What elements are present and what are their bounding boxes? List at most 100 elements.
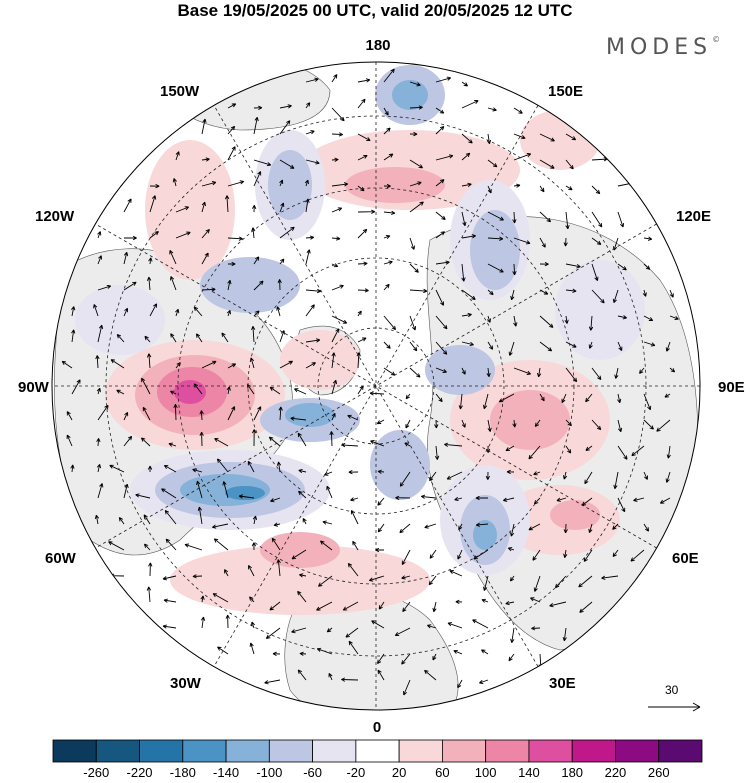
- wind-vector: [331, 352, 336, 369]
- wind-vector: [124, 235, 137, 241]
- wind-vector: [563, 549, 568, 558]
- wind-vector: [461, 182, 472, 187]
- wind-vector: [664, 393, 671, 398]
- wind-vectors: [61, 68, 679, 696]
- wind-vector: [291, 549, 307, 560]
- wind-vector: [149, 183, 160, 189]
- colorbar-swatch: [485, 739, 530, 763]
- wind-vector: [591, 211, 603, 228]
- wind-vector: [455, 599, 463, 604]
- wind-vector: [172, 178, 177, 187]
- lon-label-150e: 150E: [548, 83, 583, 100]
- wind-vector: [97, 231, 102, 239]
- wind-vector: [424, 523, 437, 529]
- wind-vector: [483, 575, 489, 591]
- wind-vector: [297, 432, 307, 447]
- colorbar-swatch: [52, 739, 97, 763]
- colorbar-tick-label: -60: [303, 765, 322, 780]
- wind-vector: [643, 236, 653, 241]
- wind-vector: [269, 386, 281, 395]
- colorbar-tick-label: 220: [604, 765, 627, 780]
- wind-vector: [578, 575, 593, 588]
- wind-vector: [512, 211, 517, 224]
- wind-vector: [302, 518, 307, 525]
- wind-vector: [331, 379, 338, 395]
- wind-vector: [357, 185, 365, 192]
- wind-vector: [147, 465, 153, 473]
- wind-vector: [253, 116, 259, 135]
- wind-vector: [149, 303, 158, 317]
- wind-vector: [175, 231, 191, 239]
- wind-vector: [146, 353, 152, 369]
- wind-vector: [435, 289, 444, 306]
- wind-vector: [434, 445, 440, 460]
- wind-vector: [350, 497, 359, 502]
- wind-vector: [348, 640, 359, 655]
- wind-vector: [617, 315, 627, 320]
- wind-vector: [224, 195, 230, 213]
- wind-vector: [588, 315, 594, 331]
- wind-vector: [297, 590, 307, 603]
- wind-vector: [512, 419, 517, 428]
- wind-vector: [617, 445, 628, 460]
- wind-vector: [70, 464, 75, 473]
- wind-vector: [630, 549, 645, 562]
- wind-vector: [435, 211, 446, 221]
- wind-vector: [530, 597, 541, 603]
- meridians: [52, 62, 700, 710]
- wind-vector: [291, 627, 307, 634]
- wind-vector: [71, 306, 76, 317]
- wind-vector: [279, 120, 291, 135]
- wind-vector: [565, 211, 570, 230]
- wind-vector: [253, 105, 263, 110]
- wind-vector: [279, 104, 292, 109]
- wind-vector: [633, 497, 645, 502]
- colorbar-tick-label: -220: [126, 765, 153, 780]
- wind-vector: [458, 393, 463, 410]
- wind-vector: [273, 522, 281, 527]
- wind-vector: [357, 133, 371, 142]
- wind-vector: [196, 480, 203, 499]
- wind-vector: [669, 315, 679, 321]
- wind-vector: [549, 601, 567, 608]
- wind-vector: [631, 445, 645, 457]
- wind-vector: [565, 288, 577, 293]
- wind-vector: [164, 509, 177, 525]
- wind-vector: [588, 341, 593, 349]
- wind-vector: [299, 651, 307, 656]
- wind-vector: [305, 288, 322, 294]
- wind-vector: [565, 133, 577, 141]
- wind-vector: [149, 231, 159, 239]
- wind-vector: [434, 419, 439, 429]
- wind-vector: [383, 68, 395, 83]
- modes-logo: MODES©: [606, 35, 721, 60]
- wind-vector: [669, 289, 674, 298]
- wind-vector: [279, 202, 285, 213]
- wind-vector: [487, 419, 492, 432]
- wind-vector: [357, 78, 371, 83]
- colorbar-swatch: [615, 739, 660, 763]
- wind-vector: [447, 622, 463, 629]
- wind-vector: [563, 523, 568, 534]
- wind-vector: [331, 412, 336, 421]
- wind-vector: [276, 306, 281, 317]
- wind-vector: [383, 127, 391, 135]
- wind-vector: [149, 195, 157, 213]
- wind-vector: [446, 471, 463, 480]
- wind-vector: [251, 325, 256, 343]
- wind-vector: [481, 649, 489, 655]
- wind-vector: [539, 315, 554, 328]
- wind-vector: [435, 367, 447, 373]
- wind-vector: [539, 261, 549, 267]
- wind-vector: [383, 341, 391, 349]
- wind-vector: [271, 537, 281, 551]
- wind-vector: [461, 289, 476, 300]
- wind-vector: [305, 77, 319, 83]
- colorbar-swatch: [139, 739, 184, 763]
- wind-vector: [509, 523, 515, 537]
- wind-vector: [279, 179, 284, 187]
- lon-label-60e: 60E: [672, 550, 699, 567]
- wind-vector: [565, 341, 577, 348]
- wind-vector: [409, 81, 421, 87]
- wind-vector: [435, 76, 452, 83]
